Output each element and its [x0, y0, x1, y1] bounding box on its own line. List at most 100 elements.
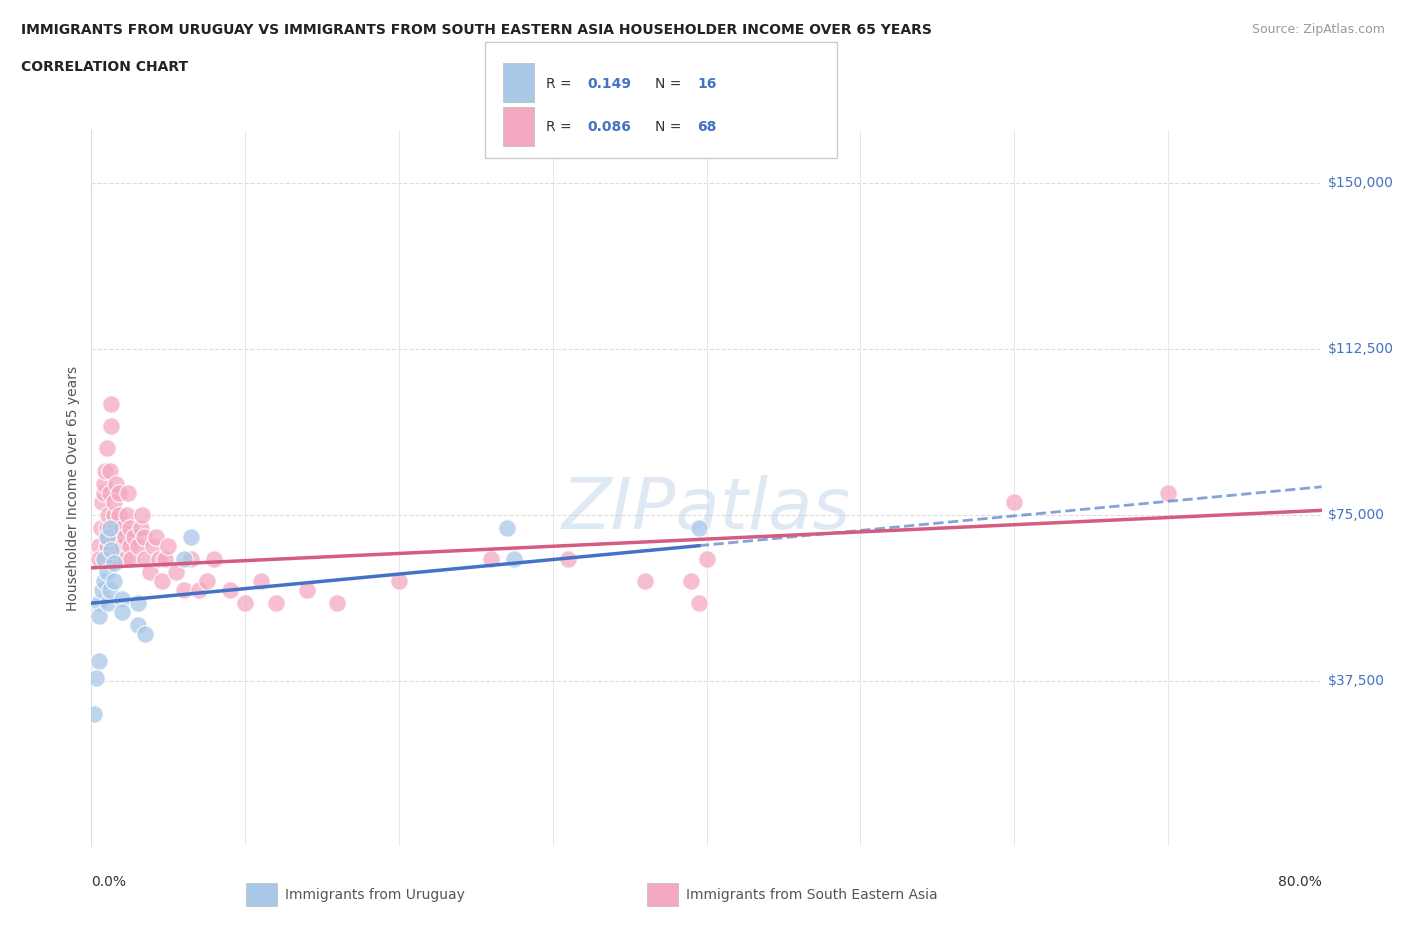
Point [87, 609, 110, 624]
Point [153, 551, 177, 566]
Point [180, 529, 202, 544]
Text: 0.0%: 0.0% [91, 875, 127, 889]
Text: $112,500: $112,500 [1327, 342, 1393, 356]
Text: R =: R = [546, 120, 575, 135]
Point [93, 551, 115, 566]
Point [111, 591, 134, 606]
Point [202, 551, 225, 566]
Point [96, 538, 118, 553]
Point [100, 543, 122, 558]
Point [96, 529, 118, 544]
Text: 68: 68 [697, 120, 717, 135]
Point [326, 596, 349, 611]
Point [87, 596, 110, 611]
Point [173, 551, 195, 566]
Point [114, 529, 136, 544]
Point [249, 574, 271, 589]
Text: Source: ZipAtlas.com: Source: ZipAtlas.com [1251, 23, 1385, 36]
Text: IMMIGRANTS FROM URUGUAY VS IMMIGRANTS FROM SOUTH EASTERN ASIA HOUSEHOLDER INCOME: IMMIGRANTS FROM URUGUAY VS IMMIGRANTS FR… [21, 23, 932, 37]
Point [139, 565, 162, 579]
Point [118, 538, 141, 553]
Text: 0.149: 0.149 [588, 76, 631, 91]
Point [93, 485, 115, 500]
Point [108, 485, 131, 500]
Point [495, 521, 517, 536]
Point [90, 521, 112, 536]
Point [148, 551, 170, 566]
Text: ZIPatlas: ZIPatlas [562, 475, 851, 544]
Point [115, 508, 138, 523]
Point [105, 476, 127, 491]
Point [388, 574, 411, 589]
Point [105, 551, 127, 566]
Text: $75,000: $75,000 [1327, 508, 1385, 522]
Point [295, 582, 318, 597]
Point [98, 485, 121, 500]
Point [131, 508, 153, 523]
Point [218, 582, 240, 597]
Point [634, 574, 657, 589]
Point [479, 551, 502, 566]
Point [681, 574, 703, 589]
Text: CORRELATION CHART: CORRELATION CHART [21, 60, 188, 74]
Point [173, 582, 195, 597]
Point [503, 551, 526, 566]
Text: 16: 16 [697, 76, 717, 91]
Point [688, 521, 710, 536]
Point [180, 551, 202, 566]
Point [93, 574, 115, 589]
Point [195, 574, 218, 589]
Point [111, 521, 134, 536]
Point [103, 556, 125, 571]
Point [157, 538, 180, 553]
Point [97, 596, 120, 611]
Text: N =: N = [655, 76, 686, 91]
Point [107, 529, 129, 544]
Point [87, 653, 110, 668]
Point [103, 521, 125, 536]
Point [165, 565, 187, 579]
Point [132, 529, 155, 544]
Point [108, 508, 131, 523]
Point [100, 397, 122, 412]
Text: 0.086: 0.086 [588, 120, 631, 135]
Text: Immigrants from South Eastern Asia: Immigrants from South Eastern Asia [686, 887, 938, 902]
Point [117, 485, 139, 500]
Point [111, 604, 134, 619]
Point [87, 551, 110, 566]
Point [96, 521, 118, 536]
Text: $37,500: $37,500 [1327, 673, 1385, 687]
Point [97, 508, 120, 523]
Point [127, 618, 149, 632]
Point [111, 538, 134, 553]
Point [150, 574, 173, 589]
Point [1157, 485, 1180, 500]
Point [129, 521, 152, 536]
Point [83, 706, 105, 721]
Point [100, 418, 122, 433]
Text: 80.0%: 80.0% [1278, 875, 1322, 889]
Point [134, 627, 156, 642]
Point [264, 596, 287, 611]
Point [120, 551, 142, 566]
Point [103, 494, 125, 509]
Point [127, 538, 149, 553]
Point [696, 551, 718, 566]
Point [103, 508, 125, 523]
Point [96, 565, 118, 579]
Point [142, 538, 165, 553]
Point [188, 582, 211, 597]
Point [688, 596, 710, 611]
Point [93, 476, 115, 491]
Point [103, 529, 125, 544]
Point [114, 551, 136, 566]
Point [118, 521, 141, 536]
Point [91, 582, 114, 597]
Text: R =: R = [546, 76, 575, 91]
Point [233, 596, 256, 611]
Point [84, 671, 107, 685]
Point [91, 494, 114, 509]
Point [557, 551, 579, 566]
Point [87, 538, 110, 553]
Text: $150,000: $150,000 [1327, 177, 1393, 191]
